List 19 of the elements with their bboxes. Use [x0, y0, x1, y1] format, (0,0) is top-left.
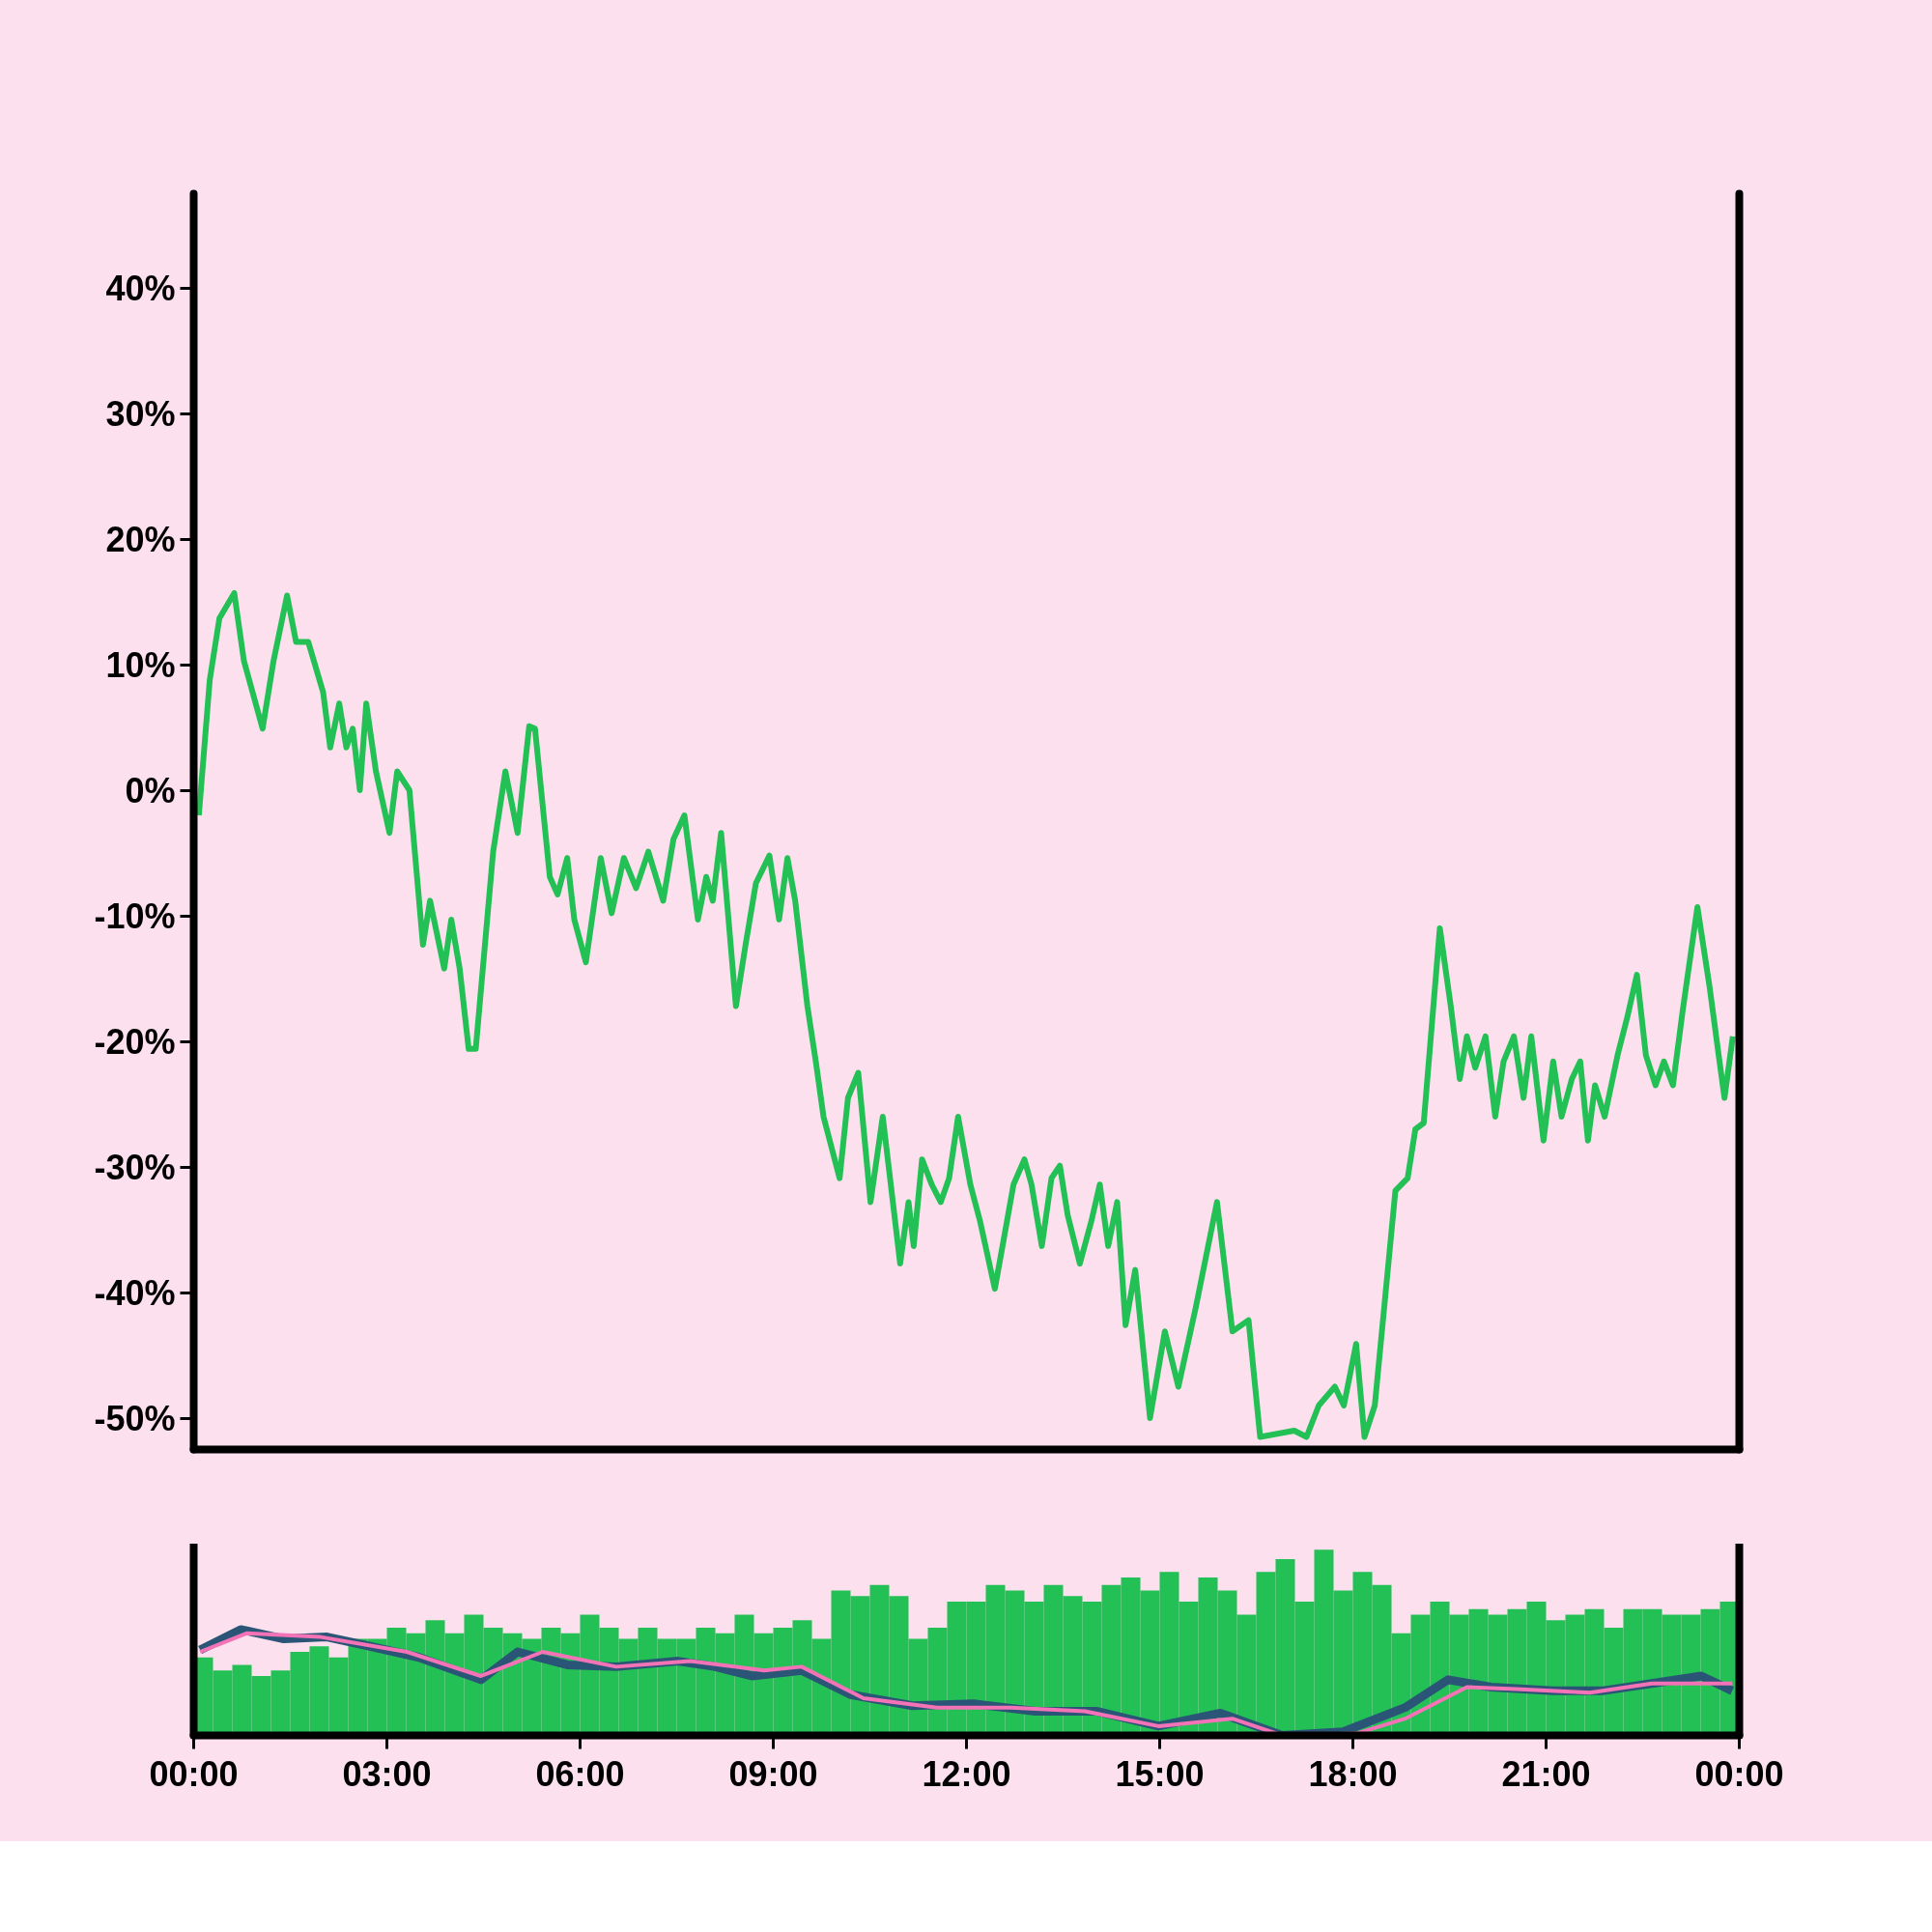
x-tick-label: 00:00: [1694, 1753, 1784, 1794]
y-tick-label: -10%: [94, 895, 176, 936]
x-tick-label: 21:00: [1501, 1753, 1591, 1794]
x-tick-label: 06:00: [535, 1753, 625, 1794]
x-tick-label: 00:00: [149, 1753, 239, 1794]
x-tick-label: 03:00: [342, 1753, 432, 1794]
x-tick-label: 12:00: [922, 1753, 1011, 1794]
y-tick-label: 0%: [125, 770, 176, 810]
y-tick-label: 20%: [105, 519, 176, 559]
y-tick-label: -50%: [94, 1398, 176, 1438]
y-tick-label: 40%: [105, 268, 176, 308]
x-tick-label: 18:00: [1308, 1753, 1398, 1794]
y-tick-label: -30%: [94, 1147, 176, 1187]
y-tick-label: -40%: [94, 1272, 176, 1313]
y-tick-label: -20%: [94, 1021, 176, 1062]
x-tick-label: 15:00: [1115, 1753, 1205, 1794]
y-tick-label: 30%: [105, 393, 176, 434]
y-tick-label: 10%: [105, 644, 176, 685]
x-tick-label: 09:00: [728, 1753, 818, 1794]
